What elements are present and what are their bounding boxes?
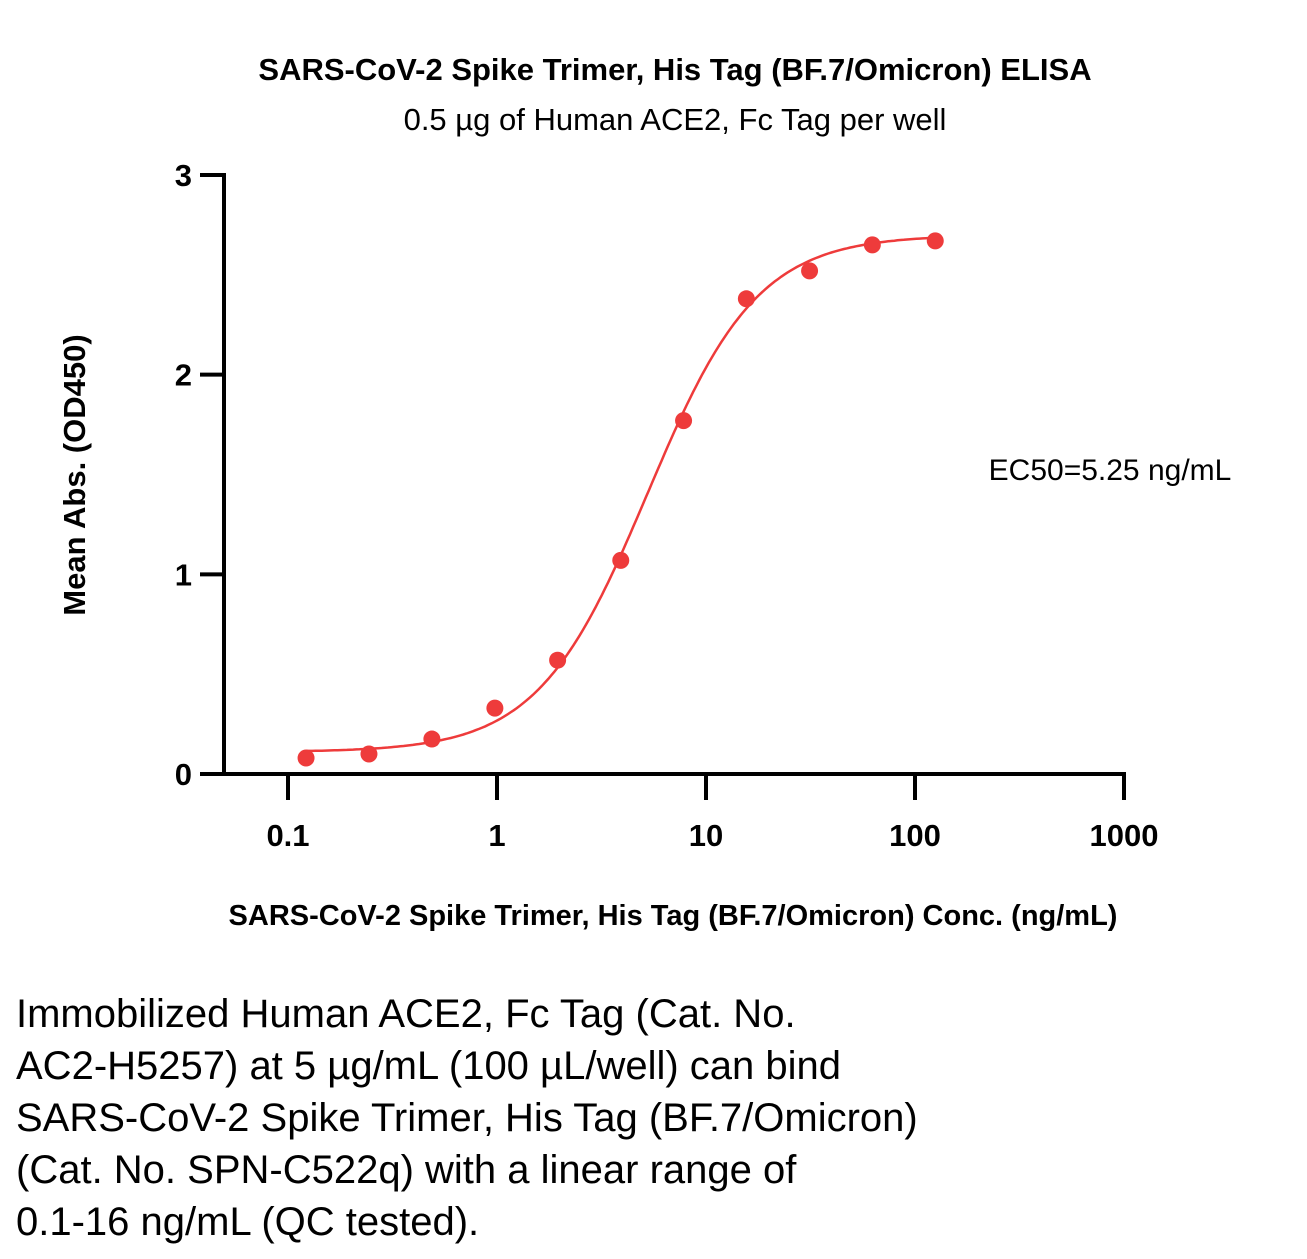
y-axis-label: Mean Abs. (OD450) — [57, 334, 92, 615]
caption-line: (Cat. No. SPN-C522q) with a linear range… — [16, 1148, 797, 1192]
data-point — [675, 412, 693, 430]
x-tick-label: 100 — [889, 818, 941, 853]
chart-title: SARS-CoV-2 Spike Trimer, His Tag (BF.7/O… — [258, 52, 1091, 87]
data-point — [486, 699, 504, 717]
x-tick-label: 1 — [488, 818, 505, 853]
data-point — [801, 262, 819, 280]
data-point — [423, 730, 441, 748]
data-point — [297, 749, 315, 767]
y-tick-label: 0 — [175, 757, 192, 792]
x-tick-label: 10 — [689, 818, 723, 853]
fit-curve — [305, 236, 936, 753]
y-tick-label: 2 — [175, 358, 192, 393]
data-point — [863, 236, 881, 254]
data-point — [737, 290, 755, 308]
data-point — [926, 232, 944, 250]
axes: 0 1 2 3 0.1 1 10 100 1000 — [175, 158, 1159, 853]
elisa-chart: SARS-CoV-2 Spike Trimer, His Tag (BF.7/O… — [57, 52, 1232, 932]
data-point — [612, 551, 630, 569]
chart-subtitle: 0.5 µg of Human ACE2, Fc Tag per well — [404, 102, 947, 137]
x-axis-label: SARS-CoV-2 Spike Trimer, His Tag (BF.7/O… — [229, 900, 1118, 932]
figure-caption: Immobilized Human ACE2, Fc Tag (Cat. No.… — [16, 988, 1216, 1248]
x-tick-label: 0.1 — [266, 818, 309, 853]
caption-line: Immobilized Human ACE2, Fc Tag (Cat. No. — [16, 992, 796, 1036]
data-point — [360, 745, 378, 763]
caption-line: SARS-CoV-2 Spike Trimer, His Tag (BF.7/O… — [16, 1096, 918, 1140]
x-tick-label: 1000 — [1090, 818, 1159, 853]
y-tick-label: 1 — [175, 557, 192, 592]
data-points — [297, 232, 944, 767]
caption-line: 0.1-16 ng/mL (QC tested). — [16, 1200, 480, 1244]
data-point — [549, 651, 567, 669]
caption-line: AC2-H5257) at 5 µg/mL (100 µL/well) can … — [16, 1044, 842, 1088]
ec50-annotation: EC50=5.25 ng/mL — [989, 454, 1232, 487]
y-tick-label: 3 — [175, 158, 192, 193]
